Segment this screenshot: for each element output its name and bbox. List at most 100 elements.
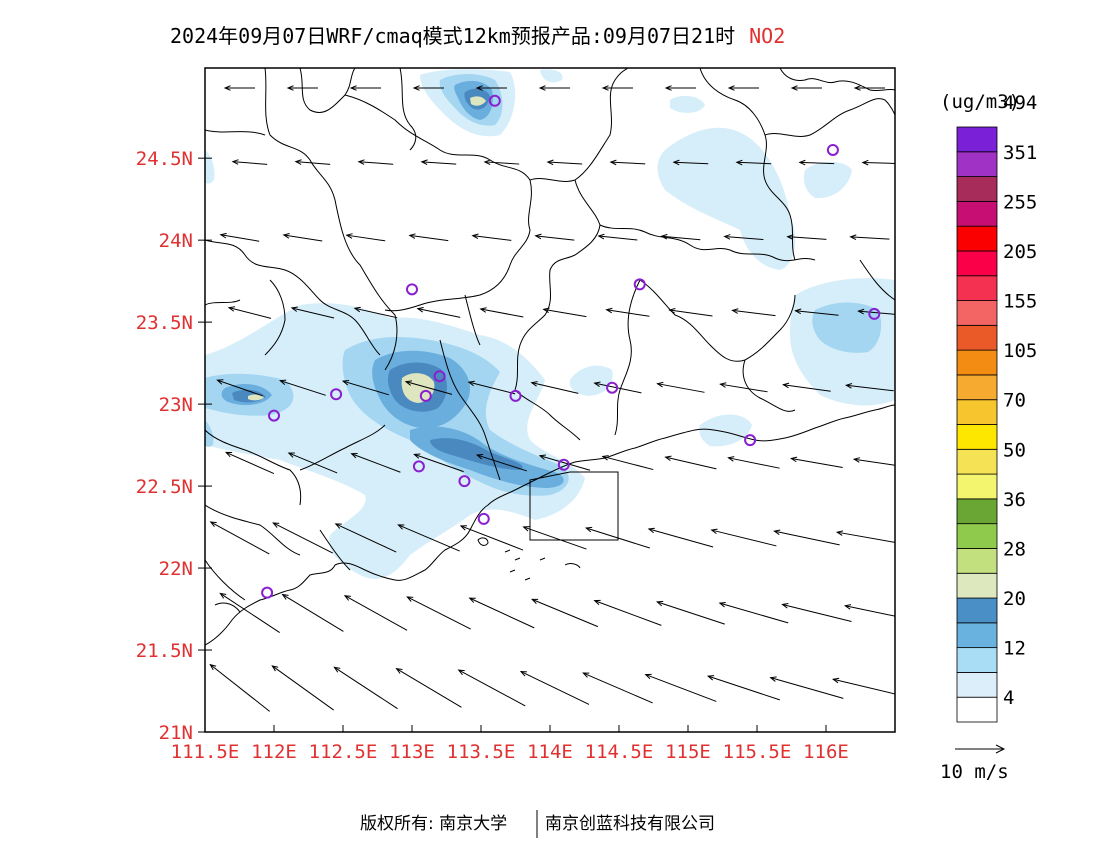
wind-vector-head	[404, 380, 412, 386]
wind-vector-head	[719, 382, 727, 388]
wind-reference-label: 10 m/s	[940, 761, 1009, 783]
wind-vector	[862, 161, 895, 164]
colorbar-label: 105	[1003, 340, 1037, 362]
wind-vector-head	[272, 522, 280, 528]
wind-vector-head	[769, 676, 777, 682]
wind-vector-head	[735, 159, 743, 166]
wind-vector-head	[475, 454, 484, 460]
wind-vector	[645, 674, 717, 702]
wind-vector-head	[584, 526, 593, 533]
wind-vector-head	[861, 159, 869, 166]
map-panel	[205, 68, 895, 732]
station-marker	[488, 94, 501, 107]
colorbar-swatch	[956, 498, 998, 525]
wind-vector	[539, 455, 591, 471]
wind-vector-head	[353, 306, 361, 313]
wind-vector-head	[794, 308, 802, 315]
wind-vector-head	[271, 665, 279, 672]
boundary-line	[299, 68, 356, 113]
lon-tick-label: 113E	[389, 741, 435, 763]
station-marker	[606, 381, 619, 394]
footer: 版权所有: 南京大学 南京创蓝科技有限公司	[360, 810, 715, 838]
wind-vector-head	[664, 85, 672, 91]
colorbar-label: 12	[1003, 638, 1026, 660]
wind-vector-head	[395, 668, 403, 674]
colorbar-label: 20	[1003, 588, 1026, 610]
boundary-line	[205, 504, 301, 556]
wind-vectors	[209, 85, 895, 712]
wind-vector-head	[406, 596, 414, 602]
wind-vector-head	[209, 663, 217, 671]
wind-vector	[520, 671, 590, 705]
boundary-line	[205, 429, 302, 506]
colorbar-swatch	[956, 225, 998, 252]
contour-level-24	[470, 96, 486, 106]
boundary-line	[514, 389, 581, 441]
wind-vector	[602, 455, 654, 471]
boundary-line	[742, 359, 796, 412]
boundary-line	[205, 239, 381, 356]
boundary-line	[614, 279, 641, 436]
wind-vector-head	[601, 455, 609, 461]
wind-vector	[594, 600, 662, 626]
boundary-line	[699, 68, 796, 261]
wind-vector-head	[231, 159, 239, 165]
colorbar-label: 4	[1003, 687, 1014, 709]
wind-vector-head	[852, 457, 861, 463]
wind-vector	[484, 161, 520, 165]
lat-tick-label: 22N	[159, 558, 193, 580]
wind-vector	[273, 522, 333, 554]
wind-vector-head	[287, 452, 295, 458]
wind-vector	[334, 666, 398, 710]
wind-vector	[719, 602, 789, 624]
wind-vector	[476, 454, 528, 472]
latitude-axis: 24.5N 24N 23.5N 23N 22.5N 22N 21.5N 21N	[136, 148, 212, 744]
wind-vector	[232, 161, 268, 165]
wind-vector	[354, 307, 398, 319]
wind-vector-head	[853, 85, 861, 91]
wind-vector	[460, 525, 524, 551]
wind-vector-head	[593, 381, 601, 387]
wind-vector	[791, 458, 843, 468]
wind-vector	[846, 384, 894, 392]
wind-vector-head	[224, 451, 233, 458]
station-marker	[433, 370, 446, 383]
colorbar: (ug/m3) 4 12 20 28 36 50 70 105 155 205 255 351 494	[940, 91, 1037, 723]
station-marker	[557, 458, 570, 471]
station-marker	[477, 512, 490, 525]
wind-vector	[669, 309, 713, 317]
wind-vector	[469, 597, 535, 629]
wind-vector	[407, 596, 471, 630]
wind-vector	[346, 234, 386, 242]
wind-vector	[736, 161, 772, 165]
colorbar-swatch	[956, 399, 998, 425]
lat-tick-label: 22.5N	[136, 476, 193, 498]
colorbar-swatch	[956, 647, 998, 673]
station-marker	[268, 409, 280, 422]
wind-vector	[770, 677, 844, 699]
wind-vector-head	[209, 521, 217, 528]
boundary-line	[299, 424, 386, 471]
island	[477, 537, 489, 546]
contour-level-24	[401, 373, 435, 403]
wind-vector-head	[522, 526, 530, 532]
wind-vector-head	[530, 598, 539, 604]
contour-level-4	[699, 414, 752, 447]
contour-level-24	[248, 394, 264, 401]
wind-vector	[210, 664, 270, 712]
wind-vector	[225, 451, 275, 475]
wind-vector	[665, 456, 717, 470]
colorbar-label: 50	[1003, 439, 1026, 461]
lon-tick-label: 113.5E	[447, 741, 516, 763]
wind-vector-head	[483, 159, 491, 166]
island	[214, 602, 241, 613]
wind-vector	[732, 309, 776, 317]
title-main: 2024年09月07日WRF/cmaq模式12km预报产品:09月07日21时	[170, 24, 735, 48]
wind-vector-head	[534, 233, 542, 240]
wind-vector	[295, 161, 331, 165]
wind-vector	[724, 235, 764, 241]
wind-vector-head	[857, 308, 865, 315]
wind-vector-head	[223, 85, 231, 91]
wind-vector-head	[519, 671, 528, 677]
wind-vector-head	[216, 379, 224, 385]
